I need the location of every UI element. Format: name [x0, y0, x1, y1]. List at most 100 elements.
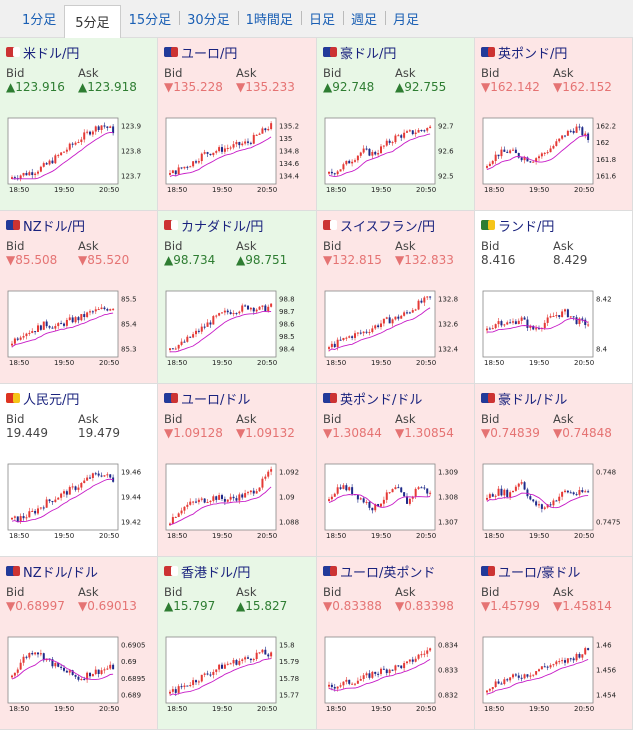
- candle: [171, 517, 174, 524]
- candle: [523, 674, 526, 679]
- tab-6[interactable]: 週足: [343, 5, 386, 32]
- rate-card[interactable]: 豪ドル/ドル Bid Ask ▼0.74839 ▼0.74848 0.748 0.7475 1…: [475, 384, 633, 557]
- rate-card[interactable]: ユーロ/豪ドル Bid Ask ▼1.45799 ▼1.45814 1.46 1.456 1.…: [475, 557, 633, 730]
- candle: [218, 313, 221, 316]
- bid-label: Bid: [164, 412, 183, 426]
- candle: [342, 681, 345, 686]
- tab-4[interactable]: 1時間足: [238, 5, 303, 32]
- candle: [86, 131, 89, 133]
- mini-chart[interactable]: 162.2 162 161.8 161.6 18:50 19:50 20:50: [481, 116, 627, 204]
- mini-chart[interactable]: 0.6905 0.69 0.6895 0.689 18:50 19:50 20:50: [6, 635, 152, 723]
- candle: [488, 689, 491, 691]
- candle: [500, 488, 503, 496]
- pair-link[interactable]: スイスフラン/円: [323, 215, 468, 235]
- tab-5[interactable]: 日足: [301, 5, 344, 32]
- candle: [555, 315, 558, 317]
- candle: [351, 336, 354, 338]
- candle: [491, 160, 494, 164]
- pair-link[interactable]: NZドル/ドル: [6, 561, 151, 581]
- moving-average-line: [169, 136, 272, 178]
- candle: [74, 317, 77, 323]
- candle: [362, 148, 365, 153]
- candle: [261, 305, 264, 307]
- mini-chart[interactable]: 0.834 0.833 0.832 18:50 19:50 20:50: [323, 635, 469, 723]
- rate-card[interactable]: NZドル/円 Bid Ask ▼85.508 ▼85.520 85.5 85.4 85.3 18…: [0, 211, 158, 384]
- candle: [549, 504, 552, 506]
- candle: [215, 151, 218, 153]
- candle: [488, 494, 491, 498]
- candle: [488, 328, 491, 330]
- rate-card[interactable]: ユーロ/円 Bid Ask ▼135.228 ▼135.233 135.2 135 134.8…: [158, 38, 317, 211]
- moving-average-line: [170, 311, 272, 353]
- mini-chart[interactable]: 132.8 132.6 132.4 18:50 19:50 20:50: [323, 289, 469, 377]
- price-values: 8.416 8.429: [481, 253, 626, 271]
- pair-link[interactable]: 香港ドル/円: [164, 561, 310, 581]
- pair-link[interactable]: 英ポンド/ドル: [323, 388, 468, 408]
- candle: [429, 126, 432, 129]
- candle: [91, 674, 94, 677]
- ask-label: Ask: [78, 66, 99, 80]
- rate-card[interactable]: 英ポンド/ドル Bid Ask ▼1.30844 ▼1.30854 1.309 1.308 1…: [317, 384, 475, 557]
- price-values: 19.449 19.479: [6, 426, 151, 444]
- rate-card[interactable]: 米ドル/円 Bid Ask ▲123.916 ▲123.918 123.9 123.8 123…: [0, 38, 158, 211]
- candle: [80, 314, 83, 321]
- rate-card[interactable]: NZドル/ドル Bid Ask ▼0.68997 ▼0.69013 0.6905 0.69 0…: [0, 557, 158, 730]
- rate-card[interactable]: ユーロ/ドル Bid Ask ▼1.09128 ▼1.09132 1.092 1.09 1.0…: [158, 384, 317, 557]
- tab-0[interactable]: 1分足: [22, 13, 57, 28]
- candle: [238, 311, 241, 314]
- y-tick-label: 1.46: [596, 642, 612, 650]
- mini-chart[interactable]: 8.42 8.4 18:50 19:50 20:50: [481, 289, 627, 377]
- candle: [39, 166, 42, 172]
- rate-card[interactable]: 香港ドル/円 Bid Ask ▲15.797 ▲15.827 15.8 15.79 15.78…: [158, 557, 317, 730]
- pair-link[interactable]: 人民元/円: [6, 388, 151, 408]
- mini-chart[interactable]: 92.7 92.6 92.5 18:50 19:50 20:50: [323, 116, 469, 204]
- pair-link[interactable]: 豪ドル/ドル: [481, 388, 626, 408]
- candle: [526, 674, 529, 677]
- rate-card[interactable]: ユーロ/英ポンド Bid Ask ▼0.83388 ▼0.83398 0.834 0.833…: [317, 557, 475, 730]
- mini-chart[interactable]: 15.8 15.79 15.78 15.77 18:50 19:50 20:50: [164, 635, 310, 723]
- rate-card[interactable]: ランド/円 Bid Ask 8.416 8.429 8.42 8.4 18:50 19:50 20…: [475, 211, 633, 384]
- mini-chart[interactable]: 19.46 19.44 19.42 18:50 19:50 20:50: [6, 462, 152, 550]
- mini-chart[interactable]: 1.092 1.09 1.088 18:50 19:50 20:50: [164, 462, 310, 550]
- rate-card[interactable]: スイスフラン/円 Bid Ask ▼132.815 ▼132.833 132.8 132.6…: [317, 211, 475, 384]
- pair-link[interactable]: カナダドル/円: [164, 215, 310, 235]
- pair-link[interactable]: ユーロ/円: [164, 42, 310, 62]
- candle: [339, 339, 342, 341]
- mini-chart[interactable]: 85.5 85.4 85.3 18:50 19:50 20:50: [6, 289, 152, 377]
- mini-chart[interactable]: 98.8 98.7 98.6 98.5 98.4 18:50 19:50 20:50: [164, 289, 310, 377]
- rate-card[interactable]: 人民元/円 Bid Ask 19.449 19.479 19.46 19.44 19.42 18…: [0, 384, 158, 557]
- pair-link[interactable]: 豪ドル/円: [323, 42, 468, 62]
- candle: [232, 496, 235, 499]
- mini-chart[interactable]: 1.309 1.308 1.307 18:50 19:50 20:50: [323, 462, 469, 550]
- candle: [54, 326, 57, 329]
- candle: [19, 337, 22, 340]
- tab-3[interactable]: 30分足: [179, 5, 239, 32]
- y-tick-label: 85.3: [121, 346, 137, 354]
- candle: [529, 675, 532, 677]
- rate-card[interactable]: 英ポンド/円 Bid Ask ▼162.142 ▼162.152 162.2 162 161.…: [475, 38, 633, 211]
- pair-link[interactable]: ユーロ/豪ドル: [481, 561, 626, 581]
- mini-chart[interactable]: 123.9 123.8 123.7 18:50 19:50 20:50: [6, 116, 152, 204]
- candle: [106, 474, 109, 476]
- x-tick-label: 18:50: [326, 705, 346, 713]
- x-tick-label: 18:50: [9, 186, 29, 194]
- candle: [342, 164, 345, 170]
- pair-link[interactable]: 米ドル/円: [6, 42, 151, 62]
- pair-link[interactable]: 英ポンド/円: [481, 42, 626, 62]
- mini-chart[interactable]: 0.748 0.7475 18:50 19:50 20:50: [481, 462, 627, 550]
- rate-card[interactable]: 豪ドル/円 Bid Ask ▲92.748 ▲92.755 92.7 92.6 92.5 18:…: [317, 38, 475, 211]
- pair-link[interactable]: ユーロ/英ポンド: [323, 561, 468, 581]
- tab-7[interactable]: 月足: [392, 13, 419, 28]
- pair-link[interactable]: ユーロ/ドル: [164, 388, 310, 408]
- candle: [420, 300, 423, 303]
- rate-card[interactable]: カナダドル/円 Bid Ask ▲98.734 ▲98.751 98.8 98.7 98.6 9…: [158, 211, 317, 384]
- tab-2[interactable]: 15分足: [121, 5, 180, 32]
- y-tick-label: 98.6: [279, 321, 295, 329]
- mini-chart[interactable]: 1.46 1.456 1.454 18:50 19:50 20:50: [481, 635, 627, 723]
- candle: [197, 681, 200, 683]
- mini-chart[interactable]: 135.2 135 134.8 134.6 134.4 18:50 19:50 20:50: [164, 116, 310, 204]
- pair-link[interactable]: ランド/円: [481, 215, 626, 235]
- candle: [106, 309, 109, 311]
- pair-link[interactable]: NZドル/円: [6, 215, 151, 235]
- tab-1[interactable]: 5分足: [64, 4, 121, 39]
